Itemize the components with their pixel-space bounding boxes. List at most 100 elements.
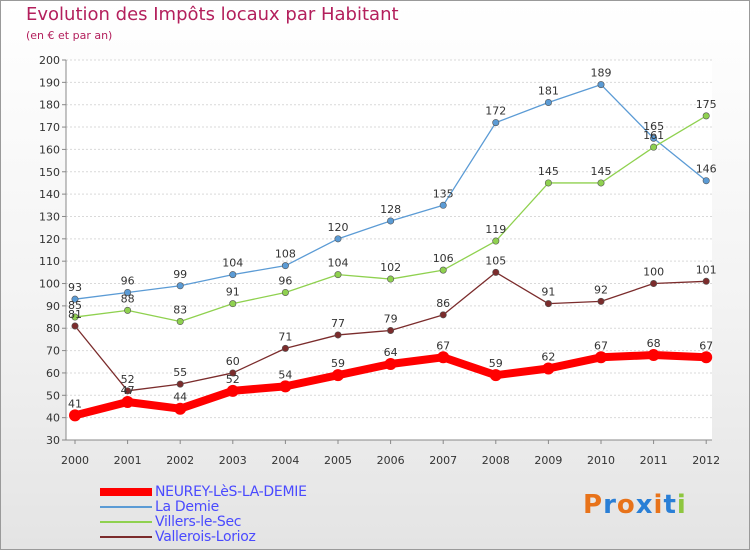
x-tick-label: 2009: [534, 454, 562, 467]
data-point: [334, 271, 342, 279]
data-label: 145: [538, 165, 559, 178]
data-label: 96: [121, 274, 135, 287]
data-point: [334, 235, 342, 243]
data-label: 91: [541, 286, 555, 299]
y-tick-label: 70: [46, 345, 60, 358]
x-tick-label: 2012: [692, 454, 720, 467]
data-label: 47: [121, 384, 135, 397]
data-label: 104: [222, 257, 243, 270]
data-point: [124, 306, 132, 314]
legend-label: NEUREY-LèS-LA-DEMIE: [155, 484, 307, 500]
data-label: 100: [643, 266, 664, 279]
data-label: 67: [699, 339, 713, 352]
data-point: [281, 344, 289, 352]
data-label: 93: [68, 281, 82, 294]
y-tick-label: 180: [39, 99, 60, 112]
data-point: [176, 282, 184, 290]
y-tick-label: 200: [39, 54, 60, 67]
x-tick-label: 2003: [219, 454, 247, 467]
data-point: [387, 326, 395, 334]
y-tick-label: 40: [46, 412, 60, 425]
logo-letter: x: [635, 490, 654, 520]
data-point: [597, 297, 605, 305]
series-0: 41 47 44 52 54 59 64 67 59 62 67 68 67: [68, 337, 713, 422]
data-point: [650, 143, 658, 151]
data-label: 62: [541, 350, 555, 363]
series-2: 85 88 83 91 96 104 102 106 119 145 145 161 175: [68, 98, 717, 326]
y-tick-label: 90: [46, 300, 60, 313]
data-label: 88: [121, 292, 135, 305]
data-point: [71, 322, 79, 330]
data-point: [437, 351, 450, 364]
data-point: [647, 349, 660, 362]
data-label: 64: [384, 346, 398, 359]
data-label: 81: [68, 308, 82, 321]
x-tick-label: 2010: [587, 454, 615, 467]
data-point: [176, 318, 184, 326]
data-label: 120: [328, 221, 349, 234]
data-label: 67: [594, 339, 608, 352]
legend-label: Villers-le-Sec: [155, 514, 242, 530]
data-label: 60: [226, 355, 240, 368]
data-point: [334, 331, 342, 339]
x-tick-label: 2011: [640, 454, 668, 467]
data-point: [492, 119, 500, 127]
data-label: 106: [433, 252, 454, 265]
series-group: 93 96 99 104 108 120 128 135 172 181 189 165 146 85 88…: [68, 67, 717, 422]
legend-swatch: [100, 506, 152, 508]
data-point: [542, 362, 555, 375]
data-point: [332, 369, 344, 382]
data-label: 146: [696, 163, 717, 176]
data-point: [544, 300, 552, 308]
data-label: 77: [331, 317, 345, 330]
data-label: 71: [278, 330, 292, 343]
data-label: 96: [278, 274, 292, 287]
data-point: [69, 409, 81, 422]
data-label: 101: [696, 263, 717, 276]
data-label: 189: [591, 67, 612, 80]
data-point: [229, 369, 237, 377]
data-label: 41: [68, 397, 82, 410]
y-tick-label: 170: [39, 121, 60, 134]
data-point: [544, 179, 552, 187]
data-point: [492, 237, 500, 245]
data-label: 172: [485, 105, 506, 118]
data-point: [700, 351, 713, 364]
data-point: [384, 358, 397, 370]
proxiti-logo: Proxiti: [583, 490, 687, 520]
x-tick-label: 2004: [271, 454, 299, 467]
logo-letter: t: [663, 490, 677, 520]
data-point: [174, 402, 187, 415]
x-tick-label: 2000: [61, 454, 89, 467]
data-point: [387, 275, 395, 283]
data-point: [702, 112, 710, 120]
data-label: 128: [380, 203, 401, 216]
data-label: 145: [591, 165, 612, 178]
y-tick-label: 80: [46, 322, 60, 335]
data-label: 175: [696, 98, 717, 111]
data-point: [176, 380, 184, 388]
y-tick-label: 190: [39, 76, 60, 89]
y-tick-label: 140: [39, 188, 60, 201]
data-label: 135: [433, 187, 454, 200]
data-label: 119: [485, 223, 506, 236]
data-label: 55: [173, 366, 187, 379]
data-point: [597, 179, 605, 187]
data-point: [71, 295, 79, 303]
y-tick-label: 110: [39, 255, 60, 268]
data-point: [121, 396, 134, 408]
data-label: 165: [643, 120, 664, 133]
logo-letter: i: [676, 490, 687, 520]
data-label: 54: [278, 368, 292, 381]
x-tick-label: 2005: [324, 454, 352, 467]
legend-swatch: [100, 488, 152, 496]
data-label: 86: [436, 297, 450, 310]
logo-letter: o: [616, 490, 636, 520]
data-point: [229, 300, 237, 308]
data-label: 83: [173, 304, 187, 317]
data-label: 91: [226, 286, 240, 299]
y-tick-label: 120: [39, 233, 60, 246]
data-point: [124, 288, 132, 296]
data-label: 68: [647, 337, 661, 350]
data-point: [279, 380, 292, 393]
